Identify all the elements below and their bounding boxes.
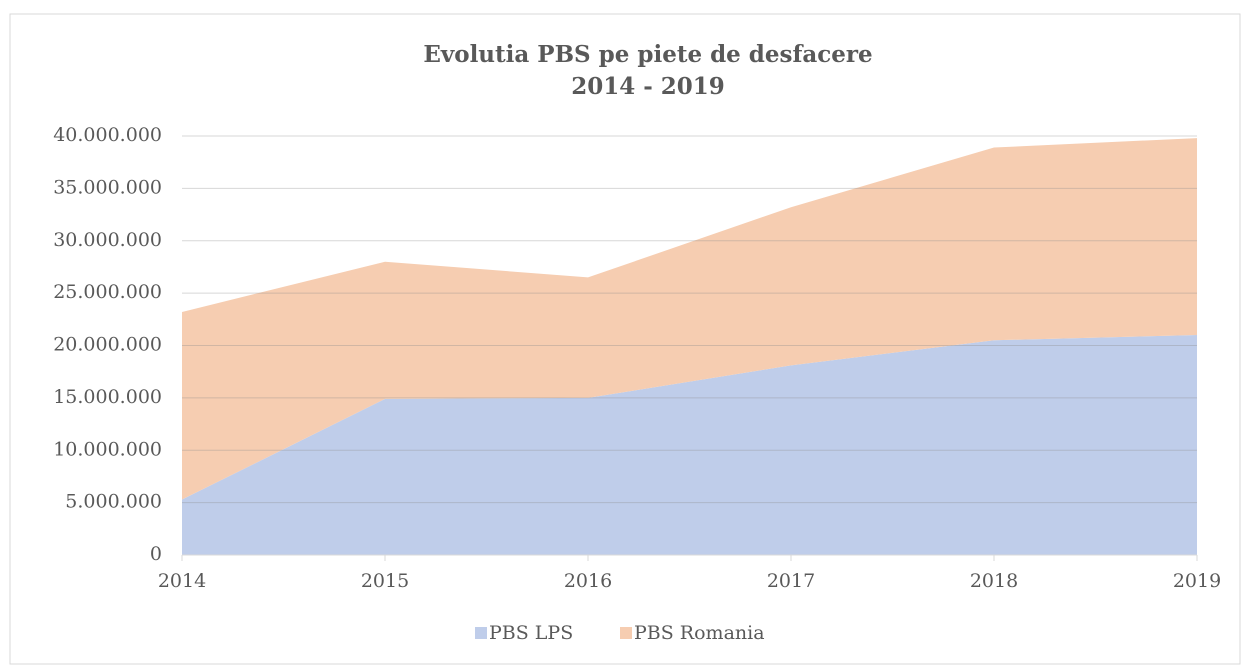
x-tick-label: 2016: [564, 570, 612, 592]
y-tick-label: 35.000.000: [53, 176, 162, 198]
legend-swatch: [620, 627, 632, 639]
y-tick-label: 25.000.000: [53, 281, 162, 303]
area: [182, 138, 1197, 500]
y-tick-label: 20.000.000: [53, 334, 162, 356]
x-tick-label: 2019: [1173, 570, 1221, 592]
legend-label: PBS LPS: [489, 622, 573, 644]
y-tick-label: 40.000.000: [53, 124, 162, 146]
x-tick-label: 2017: [767, 570, 815, 592]
y-tick-label: 15.000.000: [53, 386, 162, 408]
x-tick-label: 2015: [361, 570, 409, 592]
chart-subtitle: 2014 - 2019: [571, 73, 725, 100]
x-tick-label: 2018: [970, 570, 1018, 592]
chart-title: Evolutia PBS pe piete de desfacere: [423, 41, 872, 68]
legend-swatch: [475, 627, 487, 639]
y-tick-label: 10.000.000: [53, 438, 162, 460]
legend-label: PBS Romania: [634, 622, 765, 644]
area: [182, 335, 1197, 555]
y-tick-label: 30.000.000: [53, 229, 162, 251]
y-tick-label: 5.000.000: [65, 491, 162, 513]
y-tick-label: 0: [150, 543, 162, 565]
x-tick-label: 2014: [158, 570, 206, 592]
